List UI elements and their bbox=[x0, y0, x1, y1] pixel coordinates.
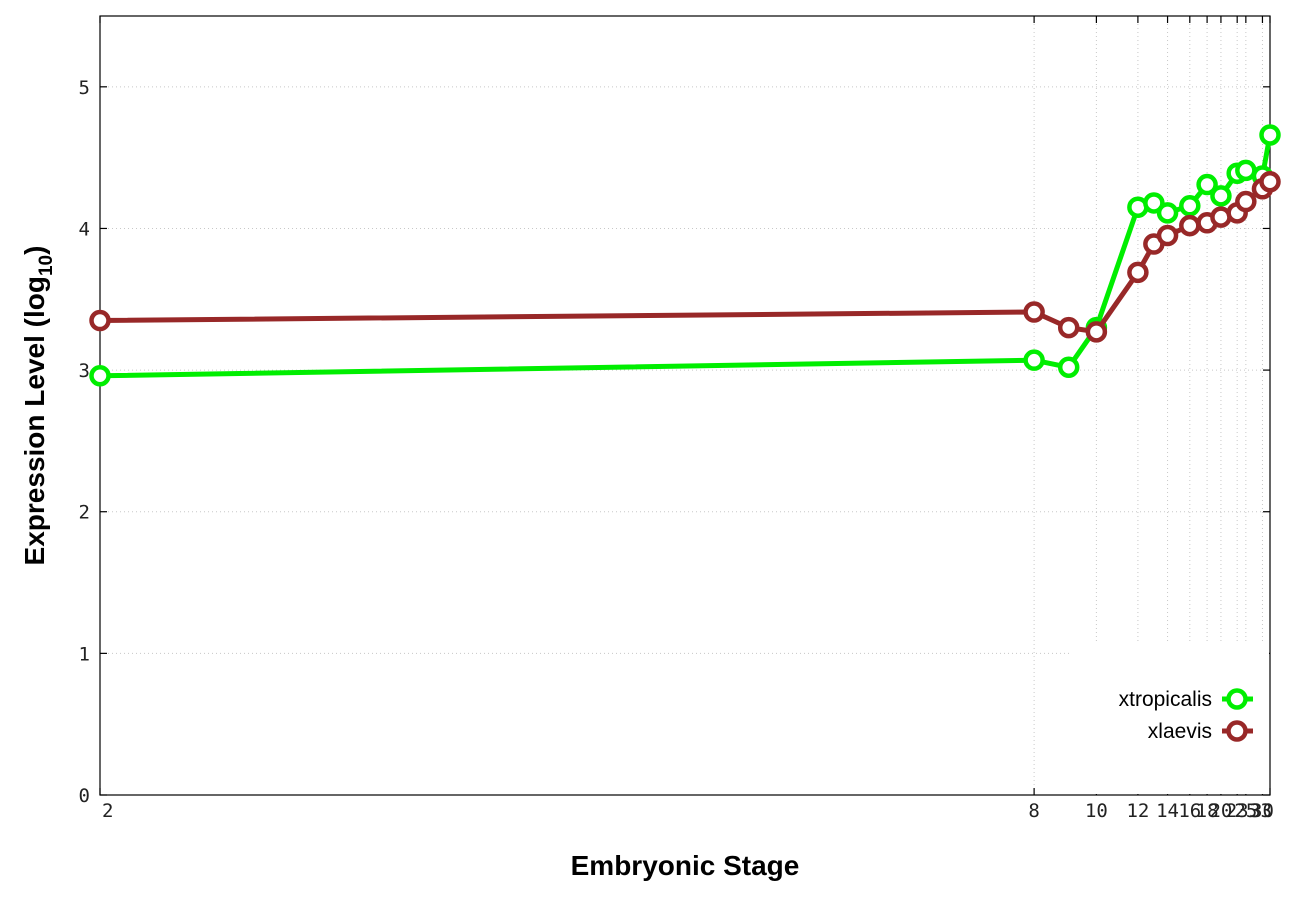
data-point bbox=[1156, 202, 1179, 224]
data-point bbox=[1179, 214, 1201, 237]
series-line bbox=[99, 179, 1272, 335]
data-point bbox=[1023, 349, 1045, 371]
grid bbox=[100, 16, 1270, 795]
data-point bbox=[1057, 356, 1080, 379]
data-point bbox=[1259, 170, 1281, 193]
legend-entry-xlaevis: xlaevis bbox=[1148, 720, 1253, 743]
legend-label: xlaevis bbox=[1148, 720, 1212, 743]
x-tick-label: 16 bbox=[1178, 800, 1201, 822]
x-tick-label: 10 bbox=[1085, 800, 1108, 822]
legend-backdrop bbox=[1072, 644, 1269, 794]
series-xtropicalis bbox=[89, 124, 1281, 387]
x-tick-label: 23 bbox=[1226, 800, 1249, 822]
data-point bbox=[1210, 185, 1232, 207]
x-tick-label: 18 bbox=[1196, 800, 1219, 822]
x-tick-label: 33 bbox=[1249, 800, 1272, 822]
y-tick-label: 3 bbox=[79, 360, 90, 382]
y-tick-label: 5 bbox=[79, 77, 90, 99]
legend-entry-xtropicalis: xtropicalis bbox=[1119, 688, 1253, 711]
legend-box bbox=[1072, 644, 1269, 794]
y-tick-label: 1 bbox=[79, 643, 90, 665]
data-point bbox=[1179, 195, 1201, 217]
legend: xtropicalis xlaevis bbox=[1119, 688, 1253, 743]
data-point bbox=[1057, 316, 1080, 339]
x-tick-label: 20 bbox=[1209, 800, 1232, 822]
legend-marker-swatch bbox=[1226, 720, 1248, 742]
y-axis-title-close: ) bbox=[19, 246, 50, 255]
data-point bbox=[1156, 224, 1179, 247]
data-point bbox=[89, 309, 111, 332]
series-lines bbox=[89, 124, 1281, 387]
legend-label: xtropicalis bbox=[1119, 688, 1212, 711]
x-tick-label: 14 bbox=[1156, 800, 1179, 822]
data-point bbox=[1085, 321, 1108, 343]
y-axis-title-main: Expression Level (log bbox=[19, 276, 50, 565]
data-point bbox=[1196, 173, 1218, 196]
y-tick-label: 0 bbox=[79, 785, 90, 807]
series-xlaevis bbox=[89, 170, 1281, 343]
y-axis-title: Expression Level (log10) bbox=[19, 246, 57, 566]
x-axis-title: Embryonic Stage bbox=[571, 850, 800, 881]
data-point bbox=[1127, 261, 1149, 284]
x-tick-label: 25 bbox=[1234, 800, 1257, 822]
y-tick-label: 2 bbox=[79, 502, 90, 524]
data-point bbox=[1023, 301, 1045, 323]
data-point bbox=[89, 365, 111, 387]
y-tick-label: 4 bbox=[79, 218, 90, 240]
x-tick-label: 12 bbox=[1126, 800, 1149, 822]
plot-frame bbox=[99, 15, 1271, 796]
legend-marker-swatch bbox=[1226, 688, 1248, 710]
data-point bbox=[1235, 190, 1257, 213]
x-tick-label: 2 bbox=[102, 800, 113, 822]
y-axis-title-subscript: 10 bbox=[36, 255, 57, 276]
data-point bbox=[1259, 124, 1281, 146]
x-tick-label: 8 bbox=[1028, 800, 1039, 822]
data-point bbox=[1143, 192, 1165, 214]
x-tick-label: 30 bbox=[1251, 800, 1274, 822]
